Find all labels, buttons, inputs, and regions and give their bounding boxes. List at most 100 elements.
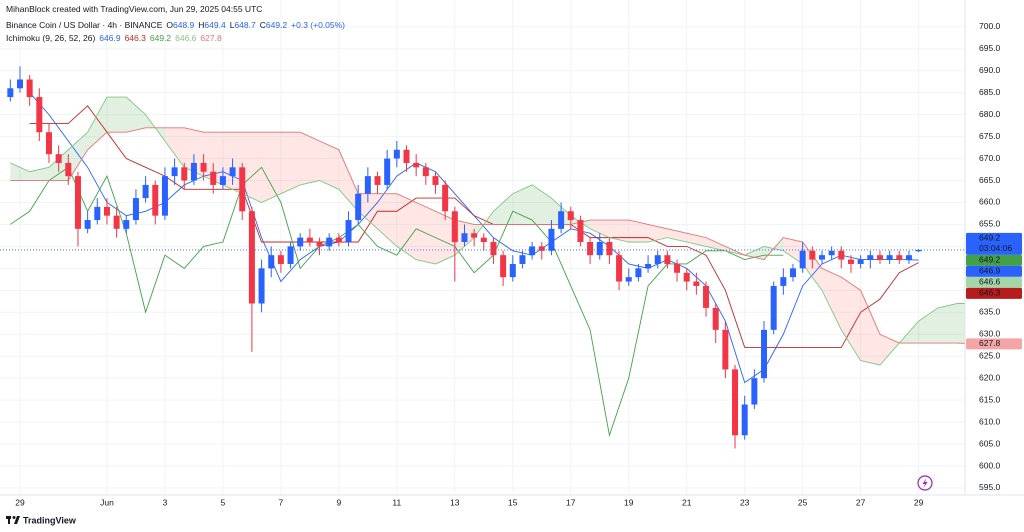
price-badge bbox=[966, 287, 1022, 299]
symbol: Binance Coin / US Dollar · 4h · BINANCE bbox=[6, 20, 163, 30]
candle-body bbox=[55, 154, 62, 163]
indicator-value: 646.9 bbox=[99, 33, 121, 43]
cloud-segment bbox=[783, 237, 803, 264]
candle-body bbox=[345, 220, 352, 243]
indicator-value: 646.3 bbox=[124, 33, 146, 43]
y-tick-label: 630.0 bbox=[979, 328, 1001, 338]
y-tick-label: 605.0 bbox=[979, 438, 1001, 448]
tv-logo bbox=[6, 516, 20, 524]
cloud-segment bbox=[628, 220, 649, 243]
candle-body bbox=[181, 167, 188, 181]
candle-body bbox=[722, 329, 729, 370]
y-tick-label: 665.0 bbox=[979, 175, 1001, 185]
candle-body bbox=[577, 220, 584, 243]
candle-body bbox=[94, 206, 101, 221]
ohlc-letter: O bbox=[166, 20, 173, 30]
candle-body bbox=[761, 329, 768, 379]
indicator-row: Ichimoku (9, 26, 52, 26) 646.9 646.3 649.2… bbox=[6, 33, 222, 43]
candle-body bbox=[258, 268, 265, 304]
y-tick-label: 675.0 bbox=[979, 131, 1001, 141]
x-tick-label: 25 bbox=[798, 497, 808, 507]
change: +0.3 (+0.05%) bbox=[291, 20, 346, 30]
candle-body bbox=[519, 255, 526, 264]
price-badge-label: 646.6 bbox=[979, 277, 1001, 287]
candle-body bbox=[432, 176, 439, 185]
candle-body bbox=[442, 184, 449, 212]
price-badge bbox=[966, 265, 1022, 277]
cloud-segment bbox=[841, 277, 861, 361]
indicator-value: 627.8 bbox=[200, 33, 222, 43]
cloud-segment bbox=[87, 97, 107, 150]
candle-body bbox=[316, 242, 323, 247]
grid bbox=[0, 0, 965, 495]
indicator-line bbox=[10, 166, 784, 438]
candle-body bbox=[645, 263, 652, 269]
x-tick-label: 11 bbox=[392, 497, 401, 507]
price-badge bbox=[966, 338, 1022, 350]
cloud-segment bbox=[821, 268, 842, 330]
alert-icon[interactable] bbox=[917, 475, 933, 491]
candle-body bbox=[857, 259, 864, 264]
price-badge bbox=[966, 232, 1022, 255]
candle-body bbox=[297, 237, 304, 247]
candle-body bbox=[558, 211, 565, 229]
cloud-segment bbox=[261, 132, 281, 203]
price-badge bbox=[966, 254, 1022, 266]
y-tick-label: 615.0 bbox=[979, 394, 1001, 404]
candle-body bbox=[132, 198, 139, 221]
candle-body bbox=[74, 176, 81, 229]
candle-body bbox=[538, 246, 545, 251]
ohlc-item: C649.2 bbox=[260, 20, 287, 30]
indicator-line bbox=[10, 127, 965, 344]
cloud-segment bbox=[493, 193, 513, 225]
plot-area bbox=[0, 66, 965, 449]
x-tick-label: 19 bbox=[624, 497, 634, 507]
candle-body bbox=[374, 176, 381, 185]
price-badge-label: 649.2 bbox=[979, 255, 1001, 265]
y-tick-label: 625.0 bbox=[979, 350, 1001, 360]
cloud-segment bbox=[319, 140, 339, 190]
price-badge-label: 646.9 bbox=[979, 266, 1001, 276]
x-tick-label: 23 bbox=[740, 497, 750, 507]
y-tick-label: 620.0 bbox=[979, 372, 1001, 382]
cloud-segment bbox=[106, 97, 127, 133]
y-tick-label: 670.0 bbox=[979, 153, 1001, 163]
cloud-segment bbox=[300, 132, 320, 185]
axes: 595.0 600.0 605.0 610.0 615.0 620.0 625.0 630.0… bbox=[15, 21, 1022, 507]
y-tick-label: 655.0 bbox=[979, 219, 1001, 229]
cloud-segment bbox=[512, 184, 533, 225]
x-tick-label: Jun bbox=[100, 497, 114, 507]
x-tick-label: 21 bbox=[682, 497, 692, 507]
ohlc-item: O648.9 bbox=[166, 20, 194, 30]
indicator-line bbox=[29, 105, 919, 348]
candle-body bbox=[616, 255, 623, 282]
candle-body bbox=[471, 233, 478, 238]
ohlc-value: 648.7 bbox=[234, 20, 256, 30]
candle-body bbox=[674, 263, 681, 273]
cloud-segment bbox=[590, 220, 610, 238]
candle-body bbox=[113, 215, 120, 229]
candle-body bbox=[364, 176, 371, 194]
candle-body bbox=[635, 268, 642, 278]
candle-body bbox=[509, 263, 516, 278]
cloud-segment bbox=[532, 184, 552, 225]
candle-body bbox=[306, 237, 313, 243]
ohlc-letter: L bbox=[229, 20, 235, 30]
cloud-segment bbox=[184, 127, 204, 177]
price-badge-label: 646.3 bbox=[979, 288, 1001, 298]
indicator-value: 646.6 bbox=[175, 33, 197, 43]
candle-body bbox=[152, 184, 159, 216]
ohlc-letter: C bbox=[259, 20, 266, 30]
candle-body bbox=[384, 158, 391, 185]
candle-body bbox=[16, 79, 23, 89]
ohlc-value: 649.4 bbox=[204, 20, 226, 30]
candle-body bbox=[790, 268, 797, 278]
cloud-segment bbox=[648, 224, 668, 243]
cloud-segment bbox=[435, 211, 455, 264]
candle-body bbox=[335, 237, 342, 243]
cloud-segment bbox=[937, 303, 958, 344]
candle-body bbox=[161, 176, 168, 216]
x-tick-label: 7 bbox=[279, 497, 284, 507]
cloud-segment bbox=[377, 193, 397, 247]
